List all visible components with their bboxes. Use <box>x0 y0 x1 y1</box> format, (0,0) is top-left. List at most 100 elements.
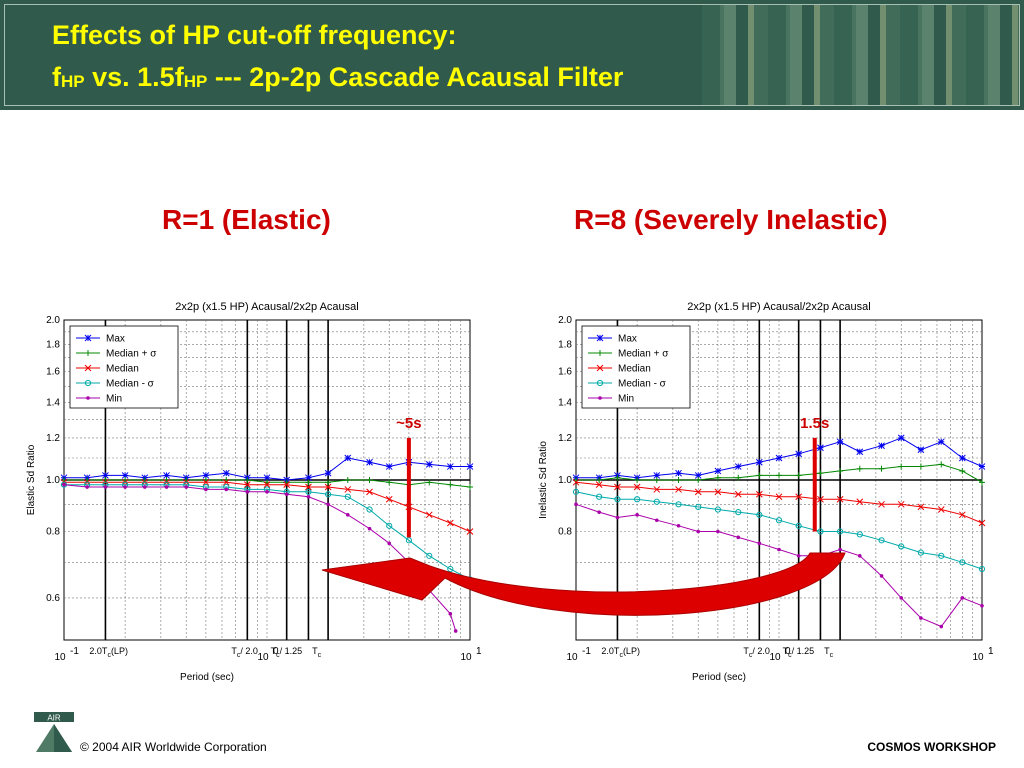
data-point <box>466 528 474 535</box>
legend-entry: Max <box>106 334 125 345</box>
data-point <box>344 454 352 462</box>
data-point <box>978 565 986 573</box>
data-point <box>714 474 721 481</box>
data-point <box>385 495 393 503</box>
data-point <box>324 469 332 477</box>
data-point <box>305 483 312 491</box>
data-point <box>366 506 373 513</box>
data-point <box>879 574 884 578</box>
x-axis-label: Period (sec) <box>692 672 746 683</box>
x-tick-exponent: 1 <box>476 646 482 657</box>
data-point <box>596 379 604 387</box>
data-point <box>878 500 885 508</box>
series-4 <box>62 482 458 633</box>
data-point <box>595 481 603 489</box>
period-line-label: Tc/ 1.25 <box>271 646 303 659</box>
data-point <box>675 469 682 477</box>
title-filter: --- 2p-2p Cascade Acausal Filter <box>207 62 624 92</box>
data-point <box>85 485 89 489</box>
series-line <box>575 491 983 570</box>
header-decoration <box>702 4 1020 106</box>
x-axis-label: Period (sec) <box>180 672 234 683</box>
data-point <box>734 490 742 498</box>
data-point <box>838 547 842 552</box>
data-point <box>306 494 311 499</box>
data-point <box>446 519 454 527</box>
x-tick-exponent: -1 <box>582 646 591 657</box>
arrow-body <box>321 552 846 616</box>
data-point <box>84 364 92 372</box>
data-point <box>756 511 763 518</box>
legend-entry: Min <box>618 394 634 405</box>
data-point <box>574 502 578 507</box>
data-point <box>978 519 986 527</box>
data-point <box>714 488 722 496</box>
data-point <box>572 488 580 495</box>
data-point <box>245 490 250 494</box>
data-point <box>939 624 944 629</box>
data-point <box>676 524 681 528</box>
data-point <box>614 474 621 481</box>
data-point <box>86 396 90 400</box>
period-line-label: 2.0Tc(LP) <box>601 646 640 659</box>
data-point <box>795 493 803 501</box>
y-tick-label: 2.0 <box>46 315 60 326</box>
data-point <box>917 503 925 511</box>
data-point <box>204 487 208 492</box>
data-point <box>695 503 702 510</box>
period-line-label-part: T <box>824 646 830 656</box>
data-point <box>959 467 966 474</box>
y-tick-label: 1.0 <box>558 475 572 486</box>
legend-entry: Median - σ <box>618 379 667 390</box>
x-tick-label: 10 <box>769 652 781 663</box>
y-tick-label: 1.4 <box>558 397 572 408</box>
data-point <box>716 529 720 534</box>
footer-workshop: COSMOS WORKSHOP <box>867 740 996 754</box>
period-line-label: Tc <box>824 646 834 659</box>
data-point <box>817 444 824 452</box>
data-point <box>164 485 169 489</box>
period-highlight-label: ~5s <box>396 415 421 432</box>
title-vs: vs. 1.5f <box>84 62 184 92</box>
data-point <box>265 490 269 494</box>
data-point <box>878 465 885 472</box>
data-point <box>695 477 702 483</box>
data-point <box>634 496 641 503</box>
data-point <box>696 529 701 534</box>
data-point <box>878 442 885 450</box>
data-point <box>425 511 433 519</box>
data-point <box>224 487 229 492</box>
data-point <box>775 493 783 501</box>
data-point <box>597 350 603 356</box>
data-point <box>84 334 92 342</box>
data-point <box>898 543 905 550</box>
period-line-label-part: c <box>276 652 280 659</box>
data-point <box>425 461 433 468</box>
data-point <box>84 379 92 387</box>
data-point <box>635 513 639 517</box>
period-line-label-part: c <box>107 652 111 659</box>
data-point <box>937 506 945 513</box>
data-point <box>917 463 924 470</box>
data-point <box>386 479 393 486</box>
data-point <box>102 472 109 479</box>
data-point <box>222 478 230 486</box>
period-line-label: 2.0Tc(LP) <box>89 646 128 659</box>
period-line-label: Tc/ 1.25 <box>783 646 815 659</box>
data-point <box>980 603 984 608</box>
data-point <box>979 479 985 486</box>
data-point <box>598 396 602 400</box>
data-point <box>714 467 722 475</box>
data-point <box>735 474 742 481</box>
data-point <box>596 493 603 500</box>
data-point <box>734 463 742 470</box>
footer-copyright: © 2004 AIR Worldwide Corporation <box>80 740 267 754</box>
legend-entry: Median <box>106 364 139 375</box>
period-line-label: Tc/ 2.0 <box>743 646 770 659</box>
period-line-label-part: T <box>743 646 749 656</box>
data-point <box>796 554 801 558</box>
slide-title-line-2: fHP vs. 1.5fHP --- 2p-2p Cascade Acausal… <box>52 62 623 93</box>
x-tick-exponent: -1 <box>70 646 79 657</box>
period-line-label-part: / 2.0 <box>240 646 258 656</box>
data-point <box>795 472 802 479</box>
